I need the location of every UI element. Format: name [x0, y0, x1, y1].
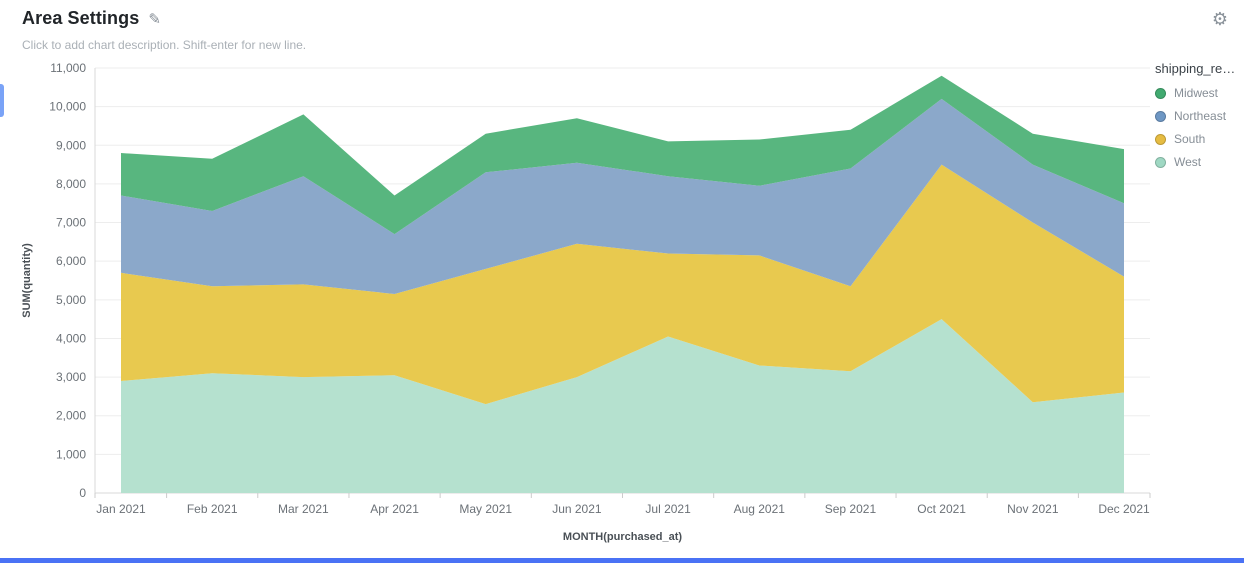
legend-swatch-icon	[1155, 110, 1166, 122]
edit-title-pencil-icon[interactable]: ✎	[148, 11, 161, 28]
legend-label: South	[1174, 132, 1206, 146]
legend-item-midwest[interactable]: Midwest	[1155, 86, 1243, 100]
area-series-midwest	[121, 75, 1124, 235]
svg-text:Aug 2021: Aug 2021	[734, 502, 786, 516]
svg-text:May 2021: May 2021	[459, 502, 512, 516]
svg-text:Oct 2021: Oct 2021	[917, 502, 966, 516]
svg-text:3,000: 3,000	[56, 370, 86, 384]
svg-text:MONTH(purchased_at): MONTH(purchased_at)	[563, 531, 683, 543]
legend-title: shipping_re…	[1155, 61, 1236, 76]
legend-label: West	[1174, 155, 1202, 169]
legend-swatch-icon	[1155, 156, 1166, 168]
area-series-northeast	[121, 98, 1124, 295]
svg-text:Feb 2021: Feb 2021	[187, 502, 238, 516]
legend-label: Midwest	[1174, 86, 1219, 100]
legend-label: Northeast	[1174, 109, 1227, 123]
svg-text:4,000: 4,000	[56, 331, 86, 345]
svg-text:8,000: 8,000	[56, 177, 86, 191]
svg-text:7,000: 7,000	[56, 216, 86, 230]
bottom-accent-bar	[0, 558, 1244, 563]
svg-text:SUM(quantity): SUM(quantity)	[21, 243, 33, 318]
svg-text:Sep 2021: Sep 2021	[825, 502, 877, 516]
header: Area Settings ✎	[22, 8, 161, 29]
chart-legend: shipping_re… Midwest Northeast South West	[1155, 61, 1243, 178]
area-series-west	[121, 319, 1124, 493]
legend-items: Midwest Northeast South West	[1155, 86, 1243, 169]
area-series-south	[121, 164, 1124, 405]
svg-text:Apr 2021: Apr 2021	[370, 502, 419, 516]
gear-icon[interactable]: ⚙	[1208, 6, 1232, 32]
svg-text:0: 0	[79, 486, 86, 500]
svg-text:2,000: 2,000	[56, 409, 86, 423]
svg-text:Jan 2021: Jan 2021	[96, 502, 146, 516]
svg-text:11,000: 11,000	[50, 61, 86, 75]
svg-text:Mar 2021: Mar 2021	[278, 502, 329, 516]
svg-text:10,000: 10,000	[49, 100, 86, 114]
legend-swatch-icon	[1155, 87, 1166, 99]
legend-swatch-icon	[1155, 133, 1166, 145]
svg-text:9,000: 9,000	[56, 138, 86, 152]
left-accent-bar	[0, 84, 4, 117]
svg-text:5,000: 5,000	[56, 293, 86, 307]
svg-text:Dec 2021: Dec 2021	[1098, 502, 1150, 516]
svg-text:6,000: 6,000	[56, 254, 86, 268]
legend-item-west[interactable]: West	[1155, 155, 1243, 169]
legend-item-northeast[interactable]: Northeast	[1155, 109, 1243, 123]
legend-item-south[interactable]: South	[1155, 132, 1243, 146]
svg-text:Nov 2021: Nov 2021	[1007, 502, 1059, 516]
svg-text:1,000: 1,000	[56, 447, 86, 461]
page-title: Area Settings	[22, 8, 140, 28]
svg-text:Jul 2021: Jul 2021	[645, 502, 691, 516]
chart-description-placeholder[interactable]: Click to add chart description. Shift-en…	[22, 38, 307, 52]
svg-text:Jun 2021: Jun 2021	[552, 502, 602, 516]
